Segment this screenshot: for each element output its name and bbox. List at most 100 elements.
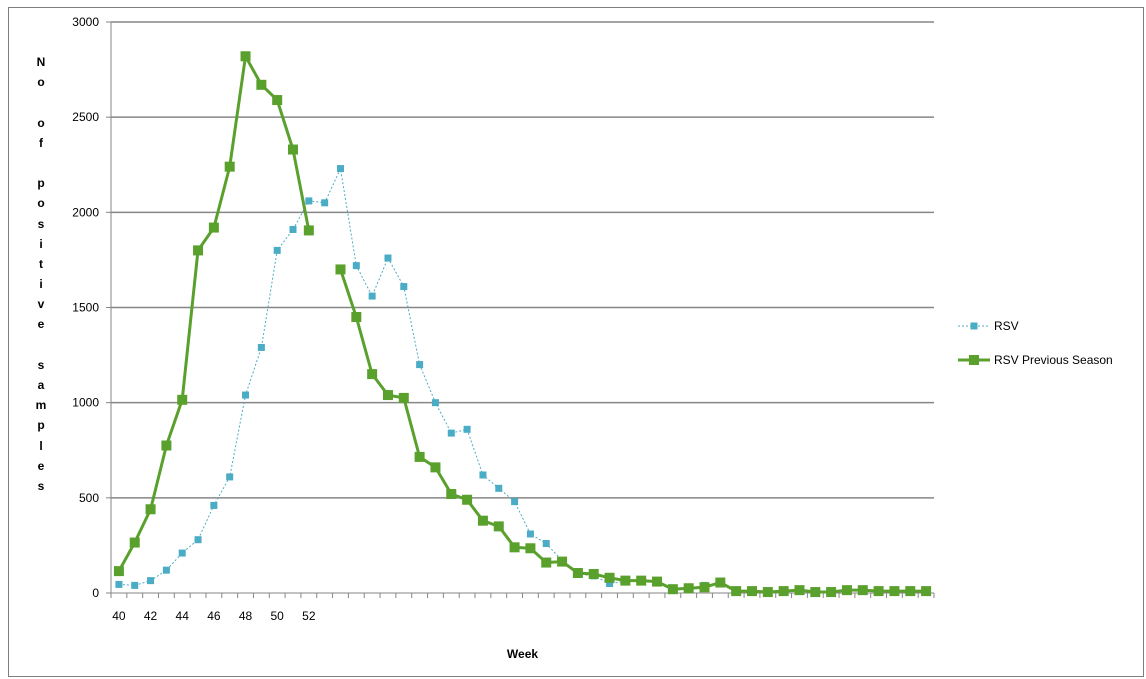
y-axis-title-char: a xyxy=(37,378,45,392)
data-point xyxy=(226,473,234,481)
y-axis-title-char: p xyxy=(37,418,45,433)
x-tick-label: 42 xyxy=(144,609,158,623)
data-point xyxy=(351,312,362,323)
legend-marker xyxy=(970,322,978,330)
data-point xyxy=(367,369,378,380)
axes xyxy=(110,22,935,598)
data-point xyxy=(147,577,155,585)
legend-marker xyxy=(969,355,979,365)
data-point xyxy=(778,586,789,597)
series-rsv xyxy=(115,165,930,596)
data-point xyxy=(400,283,408,291)
legend: RSV RSV Previous Season xyxy=(958,319,1113,367)
data-point xyxy=(683,583,694,594)
data-point xyxy=(382,390,393,401)
data-point xyxy=(620,575,631,586)
y-axis-title-char: e xyxy=(37,317,45,332)
y-tick-labels: 0 500 1000 1500 2000 2500 3000 xyxy=(72,15,99,600)
data-point xyxy=(272,95,283,106)
data-point xyxy=(542,540,550,548)
y-tick-label: 1500 xyxy=(72,301,99,315)
data-point xyxy=(921,586,932,597)
data-point xyxy=(113,566,124,577)
data-point xyxy=(606,579,614,587)
data-point xyxy=(178,549,186,557)
data-point xyxy=(841,585,852,596)
y-axis-title-char: i xyxy=(39,277,43,292)
data-point xyxy=(447,429,455,437)
data-point xyxy=(446,489,457,500)
data-point xyxy=(257,343,265,351)
data-point xyxy=(193,245,204,256)
data-point xyxy=(495,484,503,492)
data-point xyxy=(762,587,773,598)
data-point xyxy=(129,537,140,548)
data-point xyxy=(210,501,218,509)
y-axis-title-char: s xyxy=(37,478,45,493)
y-axis-title-char: f xyxy=(39,135,43,150)
data-point xyxy=(509,542,520,553)
data-point xyxy=(303,225,314,236)
data-point xyxy=(604,572,615,583)
data-point xyxy=(557,556,568,567)
y-axis-title-char: i xyxy=(39,236,43,251)
data-point xyxy=(414,451,425,462)
data-point xyxy=(416,361,424,369)
data-point xyxy=(463,425,471,433)
y-axis-title-char: t xyxy=(39,256,43,271)
x-tick-label: 48 xyxy=(239,609,253,623)
data-point xyxy=(667,584,678,595)
data-point xyxy=(572,568,583,579)
data-point xyxy=(479,471,487,479)
data-point xyxy=(288,144,299,155)
series-line xyxy=(339,268,927,594)
data-point xyxy=(289,225,297,233)
data-point xyxy=(746,586,757,597)
y-tick-label: 0 xyxy=(92,586,99,600)
data-point xyxy=(699,582,710,593)
y-tick-label: 3000 xyxy=(72,15,99,29)
y-axis-title-char: m xyxy=(35,398,47,413)
data-point xyxy=(462,494,473,505)
data-point xyxy=(857,585,868,596)
data-point xyxy=(873,586,884,597)
y-axis-title-char: e xyxy=(37,458,45,473)
data-point xyxy=(431,399,439,407)
chart-frame xyxy=(8,7,1144,677)
y-tick-label: 1000 xyxy=(72,396,99,410)
data-point xyxy=(145,504,156,515)
y-axis-title-char: o xyxy=(37,75,45,90)
y-axis-title-char: s xyxy=(37,357,45,372)
series-rsv-previous-season xyxy=(113,51,932,598)
x-tick-label: 40 xyxy=(112,609,126,623)
data-point xyxy=(240,51,251,62)
data-point xyxy=(256,79,267,90)
series-line xyxy=(117,51,311,572)
data-point xyxy=(525,543,536,554)
data-point xyxy=(161,440,172,451)
x-tick-label: 52 xyxy=(302,609,316,623)
y-tick-label: 2500 xyxy=(72,110,99,124)
y-tick-label: 2000 xyxy=(72,205,99,219)
data-point xyxy=(588,568,599,579)
data-point xyxy=(273,246,281,254)
data-point xyxy=(131,581,139,589)
legend-label: RSV Previous Season xyxy=(994,353,1113,367)
data-point xyxy=(826,587,837,598)
data-point xyxy=(731,586,742,597)
data-point xyxy=(636,575,647,586)
y-axis-title-char: s xyxy=(37,216,45,231)
data-point xyxy=(335,264,346,275)
y-axis-title-char: p xyxy=(37,176,45,191)
gridlines xyxy=(106,21,934,594)
data-point xyxy=(889,586,900,597)
data-point xyxy=(224,161,235,172)
y-axis-title-char: o xyxy=(37,115,45,130)
data-point xyxy=(652,576,663,587)
x-tick-labels: 40 42 44 46 48 50 52 xyxy=(112,609,316,623)
data-point xyxy=(541,557,552,568)
data-point xyxy=(115,580,123,588)
series-line xyxy=(118,166,927,593)
